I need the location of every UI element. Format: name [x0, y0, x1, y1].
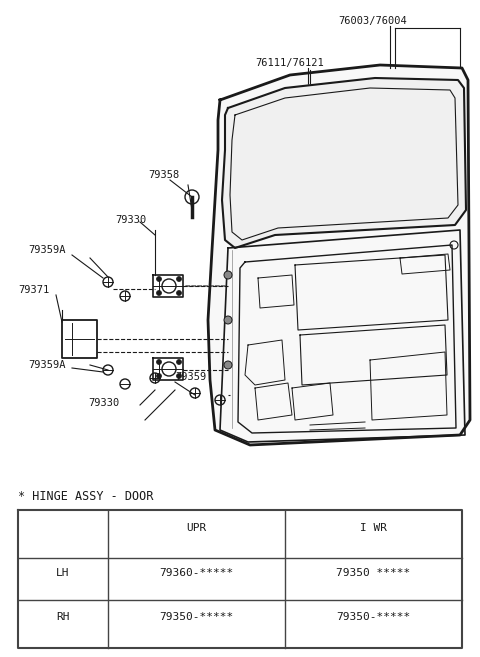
- Text: 79350 *****: 79350 *****: [336, 568, 410, 578]
- Circle shape: [156, 290, 161, 296]
- Text: 79371: 79371: [18, 285, 49, 295]
- Circle shape: [177, 359, 181, 365]
- Text: 79359: 79359: [175, 372, 206, 382]
- Polygon shape: [208, 65, 470, 445]
- Circle shape: [177, 373, 181, 378]
- Text: 76003/76004: 76003/76004: [338, 16, 407, 26]
- Circle shape: [224, 316, 232, 324]
- Text: 79358: 79358: [148, 170, 179, 180]
- Text: 79350-*****: 79350-*****: [159, 612, 234, 622]
- Text: UPR: UPR: [186, 523, 206, 533]
- Text: 79330: 79330: [115, 215, 146, 225]
- Text: LH: LH: [56, 568, 70, 578]
- Circle shape: [177, 290, 181, 296]
- Circle shape: [156, 277, 161, 281]
- Text: 79360-*****: 79360-*****: [159, 568, 234, 578]
- Polygon shape: [222, 78, 466, 248]
- Circle shape: [224, 271, 232, 279]
- Text: 79359A: 79359A: [28, 245, 65, 255]
- Text: 76111/76121: 76111/76121: [255, 58, 324, 68]
- Circle shape: [177, 277, 181, 281]
- Text: I WR: I WR: [360, 523, 387, 533]
- Circle shape: [224, 361, 232, 369]
- Text: RH: RH: [56, 612, 70, 622]
- Text: 79350-*****: 79350-*****: [336, 612, 410, 622]
- Text: 79330: 79330: [88, 398, 119, 408]
- Text: * HINGE ASSY - DOOR: * HINGE ASSY - DOOR: [18, 490, 154, 503]
- Circle shape: [156, 359, 161, 365]
- Text: 79359A: 79359A: [28, 360, 65, 370]
- Circle shape: [156, 373, 161, 378]
